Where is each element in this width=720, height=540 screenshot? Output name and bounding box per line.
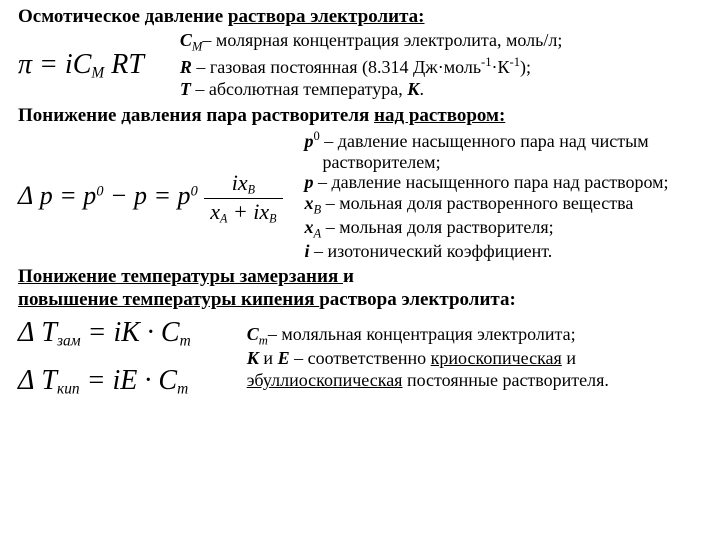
formula-vapor: Δ p = p0 − p = p0 ixB xA + ixB bbox=[18, 164, 299, 226]
def-p0-line2: растворителем; bbox=[305, 152, 669, 173]
defs-temp: Сm– моляльная концентрация электролита; … bbox=[247, 324, 702, 393]
def-cm: СМ– молярная концентрация электролита, м… bbox=[180, 30, 562, 55]
def-ke: К и Е – соответственно криоскопическая и… bbox=[247, 348, 702, 392]
row-osmotic: π = iCM RT СМ– молярная концентрация эле… bbox=[18, 30, 702, 101]
row-temp: Δ Tзам = iK · Cm Δ Tкип = iE · Cm Сm– мо… bbox=[18, 317, 702, 398]
def-p0: p0 – давление насыщенного пара над чисты… bbox=[305, 129, 669, 152]
row-vapor: Δ p = p0 − p = p0 ixB xA + ixB p0 – давл… bbox=[18, 129, 702, 262]
defs-osmotic: СМ– молярная концентрация электролита, м… bbox=[180, 30, 562, 101]
heading-plain: Осмотическое давление bbox=[18, 6, 228, 27]
formula-temp: Δ Tзам = iK · Cm Δ Tкип = iE · Cm bbox=[18, 317, 207, 398]
formula-osmotic: π = iCM RT bbox=[18, 49, 160, 83]
heading-boil: повышение температуры кипения bbox=[18, 289, 319, 310]
heading-temp: Понижение температуры замерзания и повыш… bbox=[18, 266, 702, 312]
heading-freeze: Понижение температуры замерзания bbox=[18, 266, 343, 287]
heading-underline: над раствором: bbox=[374, 105, 505, 126]
heading-osmotic: Осмотическое давление раствора электроли… bbox=[18, 6, 702, 28]
heading-underline: раствора электролита: bbox=[228, 6, 425, 27]
def-p: p – давление насыщенного пара над раство… bbox=[305, 172, 669, 193]
defs-vapor: p0 – давление насыщенного пара над чисты… bbox=[305, 129, 669, 262]
def-xa: xA – мольная доля растворителя; bbox=[305, 217, 669, 241]
def-i: i – изотонический коэффициент. bbox=[305, 241, 669, 262]
def-r: R – газовая постоянная (8.314 Дж·моль-1·… bbox=[180, 55, 562, 79]
def-xb: xB – мольная доля растворенного вещества bbox=[305, 193, 669, 217]
def-cm2: Сm– моляльная концентрация электролита; bbox=[247, 324, 702, 349]
heading-vapor: Понижение давления пара растворителя над… bbox=[18, 105, 702, 127]
def-t: T – абсолютная температура, К. bbox=[180, 79, 562, 101]
heading-plain: Понижение давления пара растворителя bbox=[18, 105, 374, 126]
